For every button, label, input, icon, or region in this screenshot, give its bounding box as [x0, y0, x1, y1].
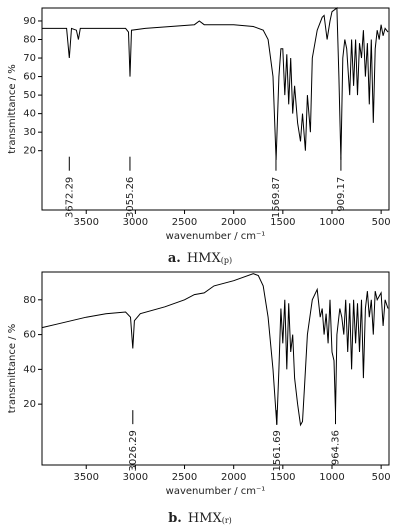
x-tick-label: 500: [372, 472, 391, 483]
x-tick-label: 2500: [172, 217, 197, 228]
y-tick-label: 80: [23, 295, 36, 306]
x-tick-label: 1500: [270, 217, 295, 228]
x-tick-label: 2000: [221, 472, 246, 483]
y-tick-label: 20: [23, 146, 36, 157]
plot-frame: [41, 7, 390, 211]
x-tick-label: 3000: [123, 217, 148, 228]
caption: b. HMX(r): [168, 511, 232, 526]
y-tick-label: 40: [23, 364, 36, 375]
x-tick-label: 3000: [123, 472, 148, 483]
caption-subscript: (p): [221, 256, 232, 265]
y-tick-label: 20: [23, 399, 36, 410]
peak-label: 909.17: [336, 177, 347, 212]
caption-text: HMX: [188, 511, 223, 526]
x-tick-label: 2500: [172, 472, 197, 483]
peak-label: 3026.29: [128, 430, 139, 471]
spectrum-line: [41, 273, 389, 427]
peak-label: 3672.29: [64, 177, 75, 218]
x-axis-label: wavenumber / cm⁻¹: [166, 231, 266, 242]
x-tick-label: 2000: [221, 217, 246, 228]
peak-label: 964.36: [330, 430, 341, 465]
y-axis-label: transmittance / %: [7, 324, 18, 413]
spectrum-line: [42, 7, 389, 161]
x-tick-label: 3500: [74, 217, 99, 228]
caption-letter: b.: [168, 511, 182, 526]
y-tick-label: 60: [23, 330, 36, 341]
peak-label: 1561.69: [272, 430, 283, 471]
y-tick-label: 70: [23, 53, 36, 64]
x-tick-label: 500: [372, 217, 391, 228]
y-tick-label: 40: [23, 109, 36, 120]
y-axis-label: transmittance / %: [7, 64, 18, 153]
caption-letter: a.: [168, 251, 181, 266]
caption: a. HMX(p): [168, 251, 232, 266]
x-tick-label: 1500: [270, 472, 295, 483]
x-tick-label: 1000: [319, 217, 344, 228]
caption-text: HMX: [187, 251, 222, 266]
x-tick-label: 1000: [319, 472, 344, 483]
x-axis-label: wavenumber / cm⁻¹: [166, 486, 266, 497]
peak-label: 3055.26: [125, 177, 136, 218]
y-tick-label: 80: [23, 35, 36, 46]
peak-label: 1569.87: [271, 177, 282, 218]
plot-frame: [41, 271, 390, 466]
x-tick-label: 3500: [74, 472, 99, 483]
y-tick-label: 30: [23, 127, 36, 138]
y-tick-label: 90: [23, 16, 36, 27]
y-tick-label: 50: [23, 90, 36, 101]
y-tick-label: 60: [23, 72, 36, 83]
caption-subscript: (r): [222, 516, 232, 525]
